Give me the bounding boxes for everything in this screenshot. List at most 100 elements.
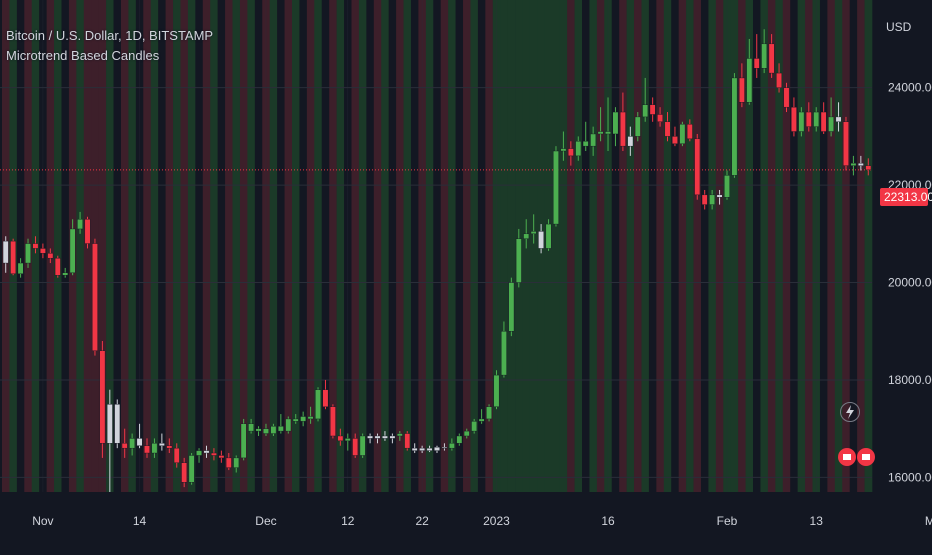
lightning-icon[interactable] (840, 402, 860, 422)
trend-band (819, 0, 828, 492)
trend-band (329, 0, 337, 492)
candle-body (352, 438, 359, 456)
candle-body (553, 150, 559, 225)
candle-body (612, 111, 619, 135)
currency-label[interactable]: USD (886, 20, 912, 34)
candle-body (605, 131, 611, 135)
candle-body (820, 111, 827, 132)
candle-body (32, 243, 39, 249)
candle-body (828, 116, 834, 132)
candle-body (203, 450, 210, 454)
trend-band (686, 0, 694, 492)
chart-legend: Bitcoin / U.S. Dollar, 1D, BITSTAMP Micr… (6, 26, 213, 66)
candle-body (567, 148, 574, 157)
trend-band (225, 0, 233, 492)
candle-body (77, 219, 83, 230)
candle-body (694, 138, 701, 196)
candle-body (337, 435, 344, 442)
candle-body (315, 389, 321, 420)
trend-band (500, 0, 508, 492)
x-tick-label: 13 (810, 514, 824, 528)
trend-band (403, 0, 412, 492)
symbol-title[interactable]: Bitcoin / U.S. Dollar, 1D, BITSTAMP (6, 28, 214, 43)
trend-band (113, 0, 122, 492)
candle-body (724, 175, 730, 198)
candle-body (396, 433, 403, 437)
trend-band (187, 0, 196, 492)
trend-band (693, 0, 702, 492)
trend-band (767, 0, 776, 492)
trend-band (477, 0, 486, 492)
candle-body (530, 231, 537, 235)
trend-band (589, 0, 598, 492)
candle-body (798, 111, 805, 132)
candle-body (791, 106, 797, 132)
candle-body (575, 141, 582, 157)
candle-body (374, 435, 381, 439)
trend-band (738, 0, 746, 492)
candle-body (448, 443, 455, 449)
candle-body (54, 257, 61, 276)
candle-body (69, 228, 76, 273)
x-tick-label: Feb (717, 514, 738, 528)
candle-body (582, 141, 589, 147)
trend-band (790, 0, 798, 492)
candle-body (805, 111, 812, 127)
trend-band (254, 0, 263, 492)
trend-band (730, 0, 739, 492)
candle-body (181, 462, 188, 483)
candle-body (753, 58, 760, 69)
trend-band (700, 0, 709, 492)
candle-body (865, 165, 872, 171)
indicator-flag-icon[interactable] (838, 448, 856, 466)
trend-band (529, 0, 538, 492)
candle-body (738, 77, 745, 103)
trend-band (448, 0, 456, 492)
trend-band (641, 0, 650, 492)
candle-body (92, 243, 98, 351)
trend-band (239, 0, 248, 492)
candle-body (642, 104, 649, 118)
candle-body (114, 404, 121, 444)
trend-band (619, 0, 627, 492)
candle-body (173, 447, 180, 463)
candle-body (99, 350, 106, 444)
y-tick-label: 24000.00 (888, 81, 932, 95)
candle-body (471, 421, 478, 432)
candle-body (419, 447, 426, 451)
candle-body (776, 72, 782, 88)
indicator-title[interactable]: Microtrend Based Candles (6, 48, 160, 63)
candle-body (679, 124, 686, 144)
candle-body (144, 445, 150, 454)
trend-band (552, 0, 560, 492)
x-tick-label: 12 (341, 514, 355, 528)
candle-body (188, 455, 195, 483)
trend-band (559, 0, 568, 492)
trend-band (864, 0, 873, 492)
candle-body (783, 87, 790, 108)
trend-band (611, 0, 620, 492)
trend-band (373, 0, 382, 492)
trend-band (485, 0, 494, 492)
trend-band (143, 0, 152, 492)
candle-body (441, 446, 448, 449)
candle-body (523, 233, 530, 239)
last-price-tag: 22313.00 (880, 188, 932, 206)
trend-band (671, 0, 679, 492)
trend-band (433, 0, 442, 492)
trend-band (410, 0, 419, 492)
trend-band (158, 0, 166, 492)
candle-body (158, 443, 165, 446)
indicator-flag-icon-2[interactable] (857, 448, 875, 466)
candle-body (151, 443, 158, 454)
trend-band (314, 0, 323, 492)
candle-body (545, 223, 552, 249)
candle-body (486, 406, 492, 420)
candle-body (240, 423, 247, 459)
trend-band (857, 0, 865, 492)
candle-body (106, 404, 113, 444)
trend-band (708, 0, 717, 492)
trend-band (321, 0, 330, 492)
